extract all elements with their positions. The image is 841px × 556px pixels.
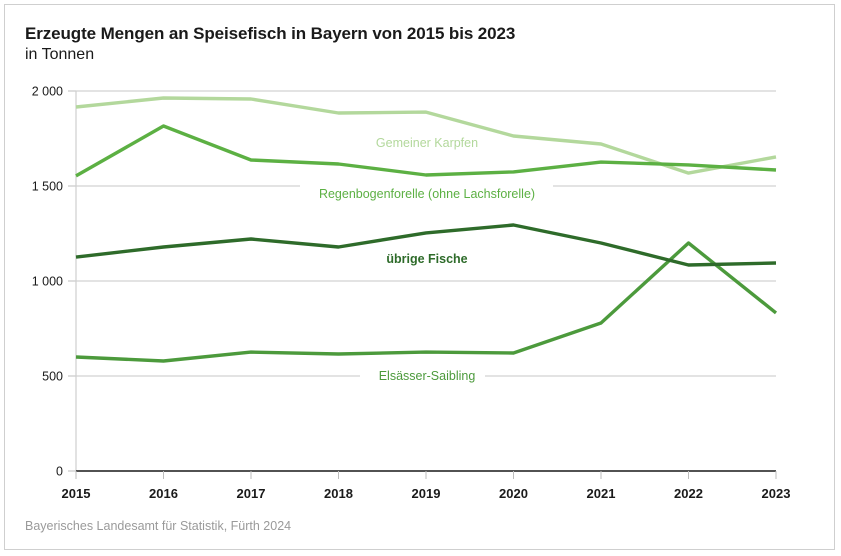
series-labels: Gemeiner Karpfen Regenbogenforelle (ohne … bbox=[319, 136, 535, 383]
series-label: Regenbogenforelle (ohne Lachsforelle) bbox=[319, 187, 535, 201]
y-tick-label: 1 500 bbox=[32, 180, 63, 194]
x-tick-label: 2022 bbox=[674, 486, 703, 501]
series-label: Gemeiner Karpfen bbox=[376, 136, 478, 150]
gridlines bbox=[76, 90, 776, 377]
x-tick-label: 2019 bbox=[412, 486, 441, 501]
chart-title: Erzeugte Mengen an Speisefisch in Bayern… bbox=[25, 24, 516, 43]
y-tick-label: 2 000 bbox=[32, 85, 63, 99]
x-tick-label: 2021 bbox=[587, 486, 616, 501]
y-tick-label: 1 000 bbox=[32, 275, 63, 289]
series-line-übrige-fische bbox=[75, 223, 777, 267]
series-line-regenbogenforelle-ohne-lachsforelle- bbox=[75, 124, 777, 178]
y-axis: 0 500 1 000 1 500 2 000 bbox=[32, 85, 77, 479]
series-label: übrige Fische bbox=[386, 252, 467, 266]
source-note: Bayerisches Landesamt für Statistik, Für… bbox=[25, 519, 292, 533]
y-tick-label: 500 bbox=[42, 370, 63, 384]
x-tick-label: 2018 bbox=[324, 486, 353, 501]
chart-subtitle: in Tonnen bbox=[25, 46, 95, 63]
x-tick-label: 2017 bbox=[237, 486, 266, 501]
x-tick-label: 2015 bbox=[62, 486, 91, 501]
series-line-elsässer-saibling bbox=[75, 241, 778, 363]
x-tick-label: 2023 bbox=[762, 486, 791, 501]
series-label: Elsässer-Saibling bbox=[379, 369, 476, 383]
y-tick-label: 0 bbox=[56, 465, 63, 479]
x-tick-label: 2020 bbox=[499, 486, 528, 501]
series-lines bbox=[75, 96, 778, 363]
x-tick-label: 2016 bbox=[149, 486, 178, 501]
chart-frame bbox=[4, 4, 835, 550]
x-axis: 2015 2016 2017 2018 2019 2020 2021 2022 2023 bbox=[62, 470, 791, 501]
